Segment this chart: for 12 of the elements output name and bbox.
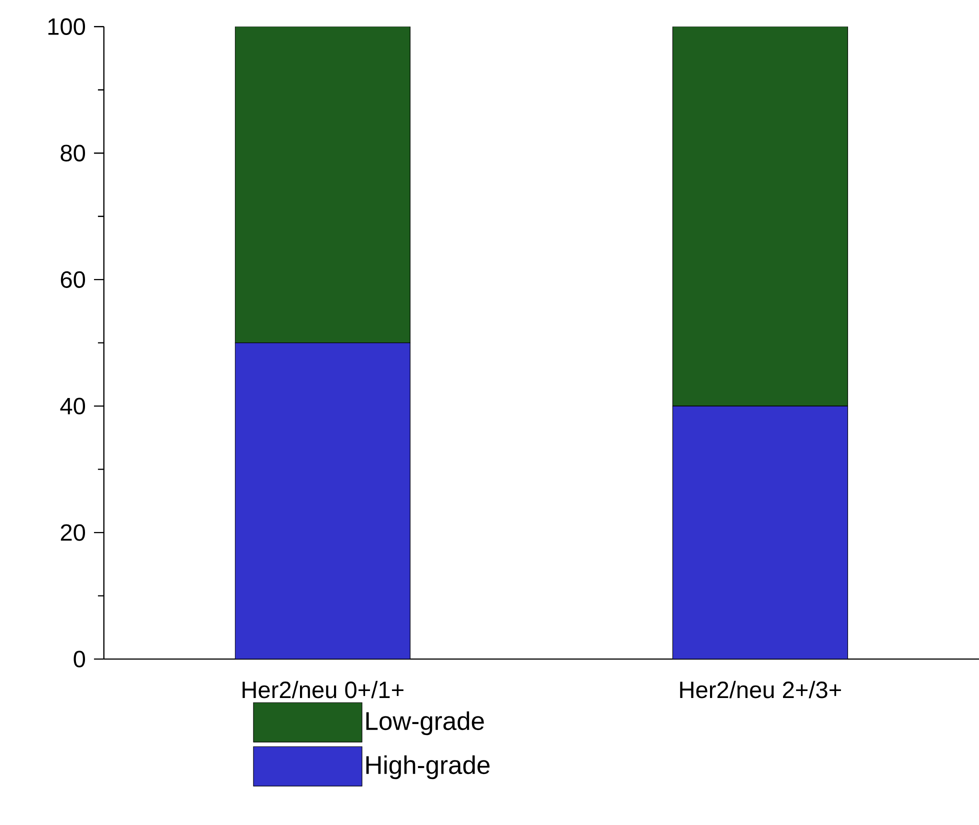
y-tick-label: 60 [60,271,86,288]
y-tick-label: 80 [60,144,86,162]
bar [234,342,410,660]
y-tick-label: 0 [74,650,86,668]
y-tick-label: 20 [60,524,86,542]
bar [672,406,848,660]
y-tick-label: 40 [60,398,86,415]
x-tick-label: Her2/neu 0+/1+ [242,681,404,698]
y-tick-label: 100 [48,18,86,36]
legend-label: Low-grade [366,711,484,736]
legend-label: High-grade [366,755,490,780]
x-tick-label: Her2/neu 2+/3+ [680,681,841,698]
